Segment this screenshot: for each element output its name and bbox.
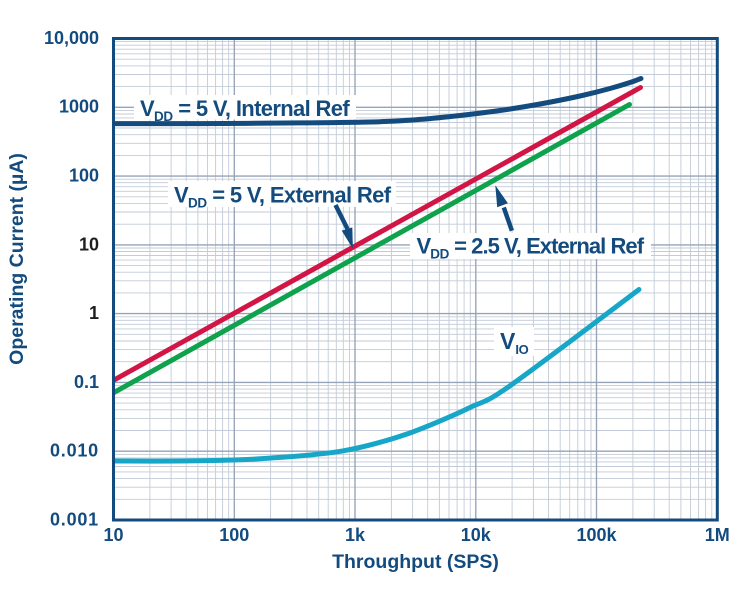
svg-text:1000: 1000 bbox=[59, 97, 99, 117]
svg-text:10: 10 bbox=[103, 525, 123, 545]
svg-text:Operating Current (µA): Operating Current (µA) bbox=[6, 153, 28, 365]
svg-text:10k: 10k bbox=[461, 525, 492, 545]
svg-text:VDD = 5 V, Internal Ref: VDD = 5 V, Internal Ref bbox=[140, 96, 350, 124]
svg-text:VDD = 2.5 V, External Ref: VDD = 2.5 V, External Ref bbox=[417, 234, 645, 262]
svg-text:0.010: 0.010 bbox=[50, 441, 99, 461]
svg-text:1k: 1k bbox=[345, 525, 366, 545]
svg-text:10: 10 bbox=[79, 234, 99, 254]
svg-text:10,000: 10,000 bbox=[44, 28, 99, 48]
svg-text:0.1: 0.1 bbox=[74, 372, 99, 392]
svg-text:Throughput (SPS): Throughput (SPS) bbox=[332, 551, 499, 573]
svg-text:100: 100 bbox=[219, 525, 249, 545]
svg-text:1: 1 bbox=[89, 303, 99, 323]
svg-text:1M: 1M bbox=[705, 525, 730, 545]
svg-text:VDD = 5 V, External Ref: VDD = 5 V, External Ref bbox=[174, 183, 392, 211]
svg-text:0.001: 0.001 bbox=[50, 509, 99, 529]
svg-text:100k: 100k bbox=[576, 525, 617, 545]
svg-text:100: 100 bbox=[69, 166, 99, 186]
